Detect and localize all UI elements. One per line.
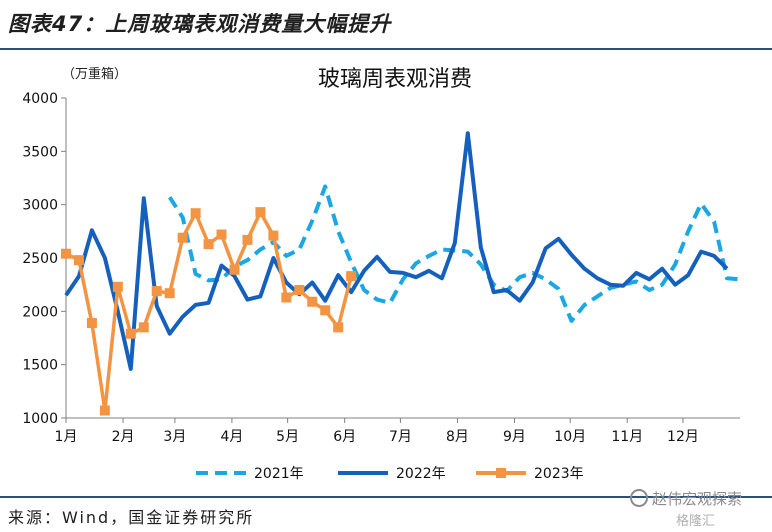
y-unit-label: （万重箱） [62,66,127,82]
x-tick-label: 12月 [667,429,699,445]
x-tick-label: 6月 [333,429,356,445]
series-line-2 [64,131,729,371]
line-chart: 玻璃周表观消费 （万重箱） 1000 1500 2000 2500 3000 3500 40… [22,66,741,482]
data-point-marker [216,229,227,240]
series-line-1 [168,184,741,323]
x-tick-label: 2月 [112,429,135,445]
data-point-marker [112,281,123,292]
data-point-marker [346,271,357,282]
watermark-text: 赵伟宏观探索 [652,490,743,508]
header-rule [0,48,772,50]
data-point-marker [177,232,188,243]
y-tick-label: 4000 [22,91,58,107]
x-tick-label: 1月 [55,429,78,445]
legend-label: 2022年 [396,466,446,482]
y-tick-label: 3000 [22,198,58,214]
data-point-marker [307,296,318,307]
footer-rule [0,496,772,498]
x-axis-ticks: 1月 2月 3月 4月 5月 6月 7月 8月 9月 10月 11月 12月 [55,418,699,445]
data-point-marker [203,239,214,250]
x-tick-label: 9月 [503,429,526,445]
figure-title: 图表47：上周玻璃表观消费量大幅提升 [8,12,392,36]
x-tick-label: 3月 [163,429,186,445]
y-tick-label: 1500 [22,358,58,374]
data-point-marker [190,208,201,219]
legend: 2021年 2022年 2023年 [196,466,584,482]
data-point-marker [99,405,110,416]
chart-title: 玻璃周表观消费 [318,67,472,92]
x-tick-label: 10月 [554,429,586,445]
data-point-marker [255,207,266,218]
x-tick-label: 7月 [389,429,412,445]
y-axis-ticks: 1000 1500 2000 2500 3000 3500 4000 [22,91,66,427]
y-tick-label: 2000 [22,304,58,320]
legend-label: 2023年 [534,466,584,482]
x-tick-label: 8月 [446,429,469,445]
y-tick-label: 1000 [22,411,58,427]
x-tick-label: 4月 [220,429,243,445]
y-tick-label: 2500 [22,251,58,267]
data-point-marker [281,292,292,303]
data-point-marker [73,255,84,266]
x-tick-label: 11月 [611,429,643,445]
data-point-marker [320,305,331,316]
data-point-marker [138,322,149,333]
legend-label: 2021年 [254,466,304,482]
data-point-marker [242,234,253,245]
data-point-marker [229,264,240,275]
data-point-marker [86,318,97,329]
data-point-marker [164,288,175,299]
legend-marker [496,468,506,478]
watermark: 赵伟宏观探索 [630,488,742,509]
series-layer [61,131,741,416]
data-point-marker [125,328,136,339]
x-tick-label: 5月 [276,429,299,445]
source-note: 来源：Wind，国金证券研究所 [8,508,255,527]
data-point-marker [151,286,162,297]
data-point-marker [268,230,279,241]
data-point-marker [61,248,71,259]
wechat-icon [630,489,648,507]
watermark-secondary: 格隆汇 [676,514,716,529]
data-point-marker [294,285,305,295]
data-point-marker [333,322,344,333]
y-tick-label: 3500 [22,144,58,160]
